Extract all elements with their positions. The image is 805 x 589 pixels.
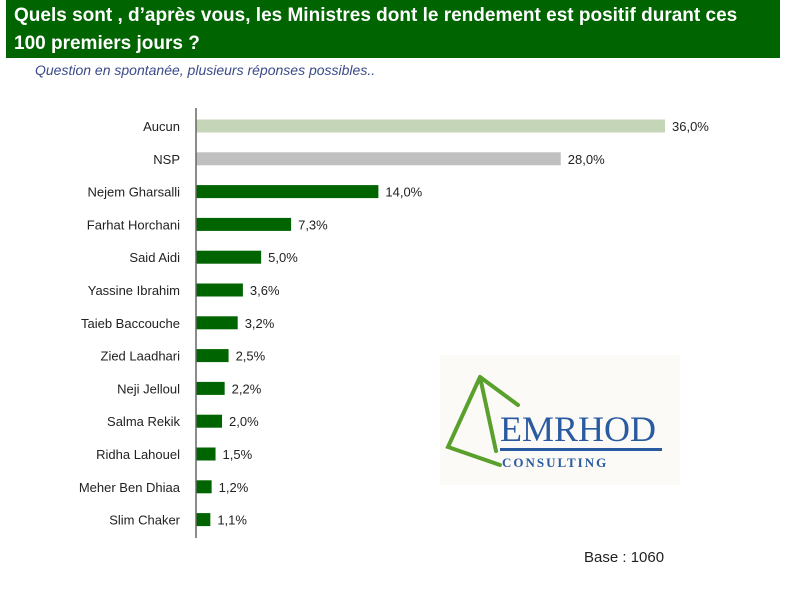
svg-text:EMRHOD: EMRHOD [500,409,656,449]
value-label: 36,0% [672,119,709,134]
bar [196,447,216,461]
category-label: Ridha Lahouel [96,447,180,462]
category-label: Meher Ben Dhiaa [79,480,181,495]
bar [196,185,379,199]
value-label: 2,2% [232,381,262,396]
value-label: 1,1% [217,513,247,528]
value-label: 2,5% [236,349,266,364]
category-label: Nejem Gharsalli [88,185,181,200]
bar [196,349,229,363]
value-label: 2,0% [229,414,259,429]
bar [196,513,211,527]
category-label: Zied Laadhari [101,349,181,364]
bar [196,119,665,133]
value-label: 3,6% [250,283,280,298]
subtitle: Question en spontanée, plusieurs réponse… [35,62,376,78]
base-note: Base : 1060 [584,549,665,566]
category-label: Neji Jelloul [117,381,180,396]
bar [196,381,225,395]
bar [196,283,243,297]
category-label: Slim Chaker [109,513,180,528]
value-label: 1,2% [219,480,249,495]
value-label: 3,2% [245,316,275,331]
bar [196,250,262,264]
value-label: 14,0% [385,185,422,200]
category-label: Said Aidi [129,250,180,265]
value-label: 28,0% [568,152,605,167]
bar [196,217,292,231]
value-label: 1,5% [223,447,253,462]
category-label: NSP [153,152,180,167]
category-label: Salma Rekik [107,414,180,429]
bar [196,414,223,428]
value-label: 5,0% [268,250,298,265]
emrhod-logo: EMRHOD CONSULTING [440,355,680,485]
title-banner: Quels sont , d’après vous, les Ministres… [6,0,780,58]
bar [196,316,238,330]
category-label: Farhat Horchani [87,217,180,232]
category-label: Aucun [143,119,180,134]
bar [196,152,561,166]
category-label: Taieb Baccouche [81,316,180,331]
category-label: Yassine Ibrahim [88,283,180,298]
svg-text:CONSULTING: CONSULTING [502,455,608,470]
value-label: 7,3% [298,217,328,232]
bar [196,480,212,494]
